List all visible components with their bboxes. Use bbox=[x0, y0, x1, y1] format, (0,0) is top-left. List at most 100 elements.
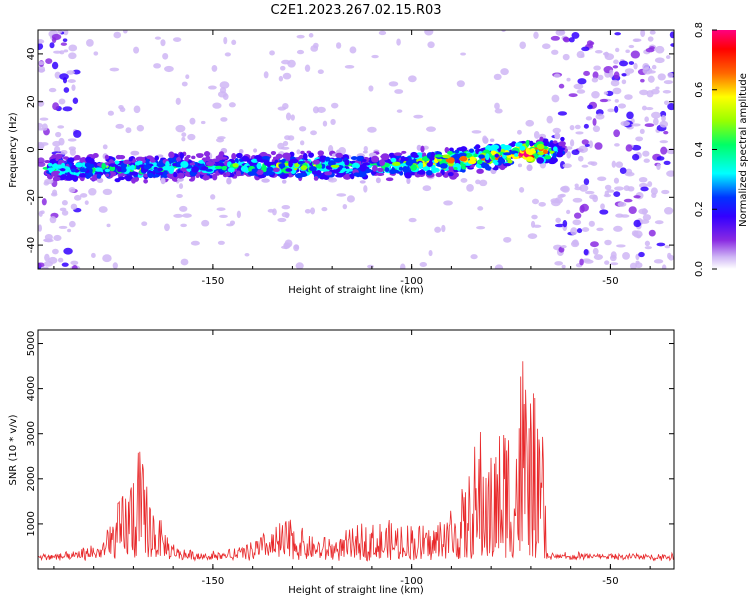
speckle-cell bbox=[317, 69, 324, 74]
spectrogram-xlabel: Height of straight line (km) bbox=[288, 285, 424, 296]
speckle-cell bbox=[648, 229, 656, 237]
ridge-cell bbox=[238, 148, 244, 154]
ridge-cell bbox=[130, 150, 140, 156]
ridge-cell bbox=[344, 159, 350, 166]
ridge-cell bbox=[108, 163, 117, 167]
ridge-cell bbox=[460, 163, 467, 168]
ridge-cell bbox=[557, 148, 564, 154]
speckle-cell bbox=[422, 185, 432, 192]
speckle-cell bbox=[552, 127, 562, 134]
speckle-cell bbox=[613, 129, 620, 138]
speckle-cell bbox=[62, 106, 73, 112]
speckle-cell bbox=[624, 171, 635, 177]
speckle-cell bbox=[557, 194, 565, 198]
ridge-cell bbox=[154, 155, 159, 161]
speckle-cell bbox=[576, 50, 585, 59]
speckle-cell bbox=[187, 133, 196, 141]
speckle-cell bbox=[554, 223, 565, 228]
speckle-cell bbox=[562, 220, 568, 228]
speckle-cell bbox=[653, 117, 659, 126]
ridge-cell bbox=[191, 155, 196, 160]
speckle-cell bbox=[664, 245, 671, 249]
ridge-cell bbox=[168, 168, 174, 174]
speckle-cell bbox=[621, 79, 627, 85]
speckle-cell bbox=[102, 144, 108, 150]
speckle-cell bbox=[200, 120, 206, 125]
speckle-cell bbox=[57, 30, 63, 34]
speckle-cell bbox=[408, 217, 417, 223]
speckle-cell bbox=[587, 161, 595, 165]
speckle-cell bbox=[656, 242, 666, 247]
speckle-cell bbox=[653, 259, 664, 264]
ridge-cell bbox=[162, 171, 169, 179]
speckle-cell bbox=[659, 140, 669, 144]
ridge-cell bbox=[48, 162, 53, 167]
colorbar: 0.0 0.2 0.4 0.6 0.8 Normalized spectral ampl… bbox=[694, 22, 749, 277]
speckle-cell bbox=[425, 126, 436, 132]
speckle-cell bbox=[428, 249, 433, 257]
ridge-cell bbox=[481, 162, 488, 169]
ridge-cell bbox=[359, 180, 366, 184]
spectrogram-ytick-label: 0 bbox=[26, 146, 37, 152]
ridge-cell bbox=[295, 173, 304, 179]
speckle-cell bbox=[641, 105, 647, 111]
speckle-cell bbox=[574, 186, 582, 191]
ridge-cell bbox=[335, 152, 343, 158]
ridge-cell bbox=[256, 169, 264, 176]
speckle-cell bbox=[649, 30, 656, 35]
speckle-cell bbox=[644, 116, 649, 123]
speckle-cell bbox=[63, 49, 69, 53]
ridge-cell bbox=[434, 154, 443, 158]
speckle-cell bbox=[310, 207, 316, 215]
speckle-cell bbox=[607, 108, 615, 113]
speckle-cell bbox=[613, 59, 619, 65]
speckle-cell bbox=[579, 258, 584, 266]
speckle-cell bbox=[316, 106, 326, 113]
speckle-cell bbox=[668, 254, 674, 261]
speckle-cell bbox=[519, 41, 527, 49]
speckle-cell bbox=[60, 42, 68, 46]
ridge-cell bbox=[60, 162, 66, 168]
ridge-cell bbox=[225, 171, 231, 177]
speckle-cell bbox=[592, 194, 599, 203]
speckle-cell bbox=[613, 191, 621, 198]
ridge-cell bbox=[52, 176, 61, 182]
speckle-cell bbox=[546, 115, 553, 124]
ridge-cell bbox=[536, 143, 545, 150]
speckle-cell bbox=[610, 251, 617, 259]
ridge-cell bbox=[79, 173, 86, 178]
ridge-cell bbox=[261, 178, 270, 183]
ridge-cell bbox=[70, 168, 76, 173]
speckle-cell bbox=[280, 146, 290, 150]
speckle-cell bbox=[656, 156, 665, 161]
speckle-cell bbox=[615, 47, 620, 53]
snr-frame bbox=[37, 329, 675, 570]
speckle-cell bbox=[494, 264, 504, 269]
speckle-cell bbox=[476, 225, 486, 230]
speckle-cell bbox=[647, 181, 653, 188]
speckle-cell bbox=[141, 221, 148, 226]
speckle-cell bbox=[661, 264, 667, 269]
speckle-cell bbox=[310, 130, 317, 136]
ridge-cell bbox=[130, 164, 135, 171]
speckle-cell bbox=[336, 42, 342, 49]
ridge-cell bbox=[359, 165, 367, 172]
snr-ytick-label: 5000 bbox=[26, 331, 37, 356]
ridge-cell bbox=[493, 165, 499, 171]
speckle-cell bbox=[53, 50, 62, 54]
snr-panel: -150 -100 -50 1000 2000 3000 4000 5000 Height o… bbox=[8, 329, 675, 596]
speckle-cell bbox=[217, 136, 226, 140]
speckle-cell bbox=[180, 258, 189, 266]
ridge-cell bbox=[278, 163, 286, 169]
speckle-cell bbox=[68, 44, 78, 52]
speckle-cell bbox=[614, 98, 619, 103]
speckle-cell bbox=[651, 64, 657, 70]
speckle-cell bbox=[635, 136, 644, 142]
ridge-cell bbox=[231, 153, 237, 160]
speckle-cell bbox=[569, 124, 575, 131]
speckle-cell bbox=[531, 198, 540, 205]
speckle-cell bbox=[604, 51, 609, 58]
speckle-cell bbox=[216, 207, 226, 211]
ridge-cell bbox=[101, 162, 106, 170]
speckle-cell bbox=[162, 52, 169, 60]
